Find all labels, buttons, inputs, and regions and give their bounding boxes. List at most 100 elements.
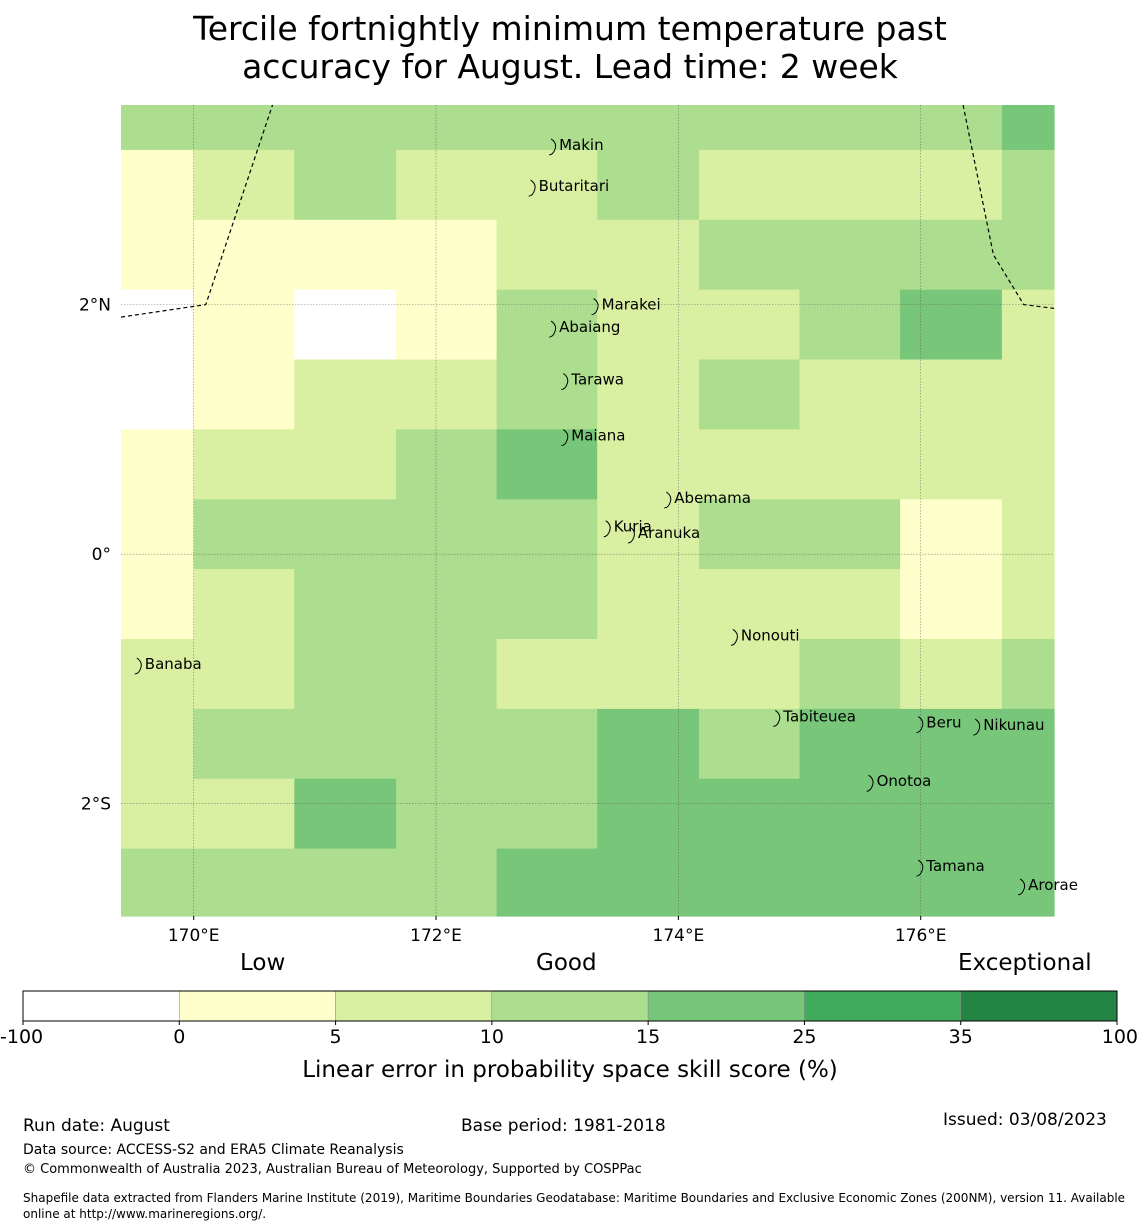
island-label: Butaritari (539, 177, 610, 195)
island-outline (730, 628, 738, 646)
grid-cell (597, 429, 700, 500)
island-outline (1018, 878, 1026, 896)
lon-tick-label: 176°E (895, 926, 947, 946)
grid-cell (396, 499, 498, 570)
grid-cell (597, 639, 700, 710)
grid-cell (900, 359, 1003, 430)
grid-cell (799, 708, 901, 780)
grid-cell (294, 429, 397, 500)
island-outline (866, 774, 874, 792)
grid-cell (900, 289, 1003, 361)
island-label: Abemama (674, 489, 751, 507)
colorbar-bin (22, 990, 180, 1022)
grid-cell (597, 219, 700, 291)
island-label: Arorae (1028, 876, 1078, 894)
grid-cell (496, 149, 598, 221)
grid-cell (193, 778, 295, 850)
grid-cell (193, 289, 295, 361)
grid-cell (496, 429, 598, 500)
grid-cell (597, 149, 700, 221)
grid-cell (900, 848, 1003, 917)
grid-cell (799, 219, 901, 291)
base-period: Base period: 1981-2018 (461, 1116, 666, 1136)
island-outline (591, 298, 599, 316)
grid-cell (799, 359, 901, 430)
island-outline (916, 859, 924, 877)
grid-cell (121, 778, 195, 850)
grid-cell (121, 499, 195, 570)
grid-cell (496, 848, 598, 917)
island-label: Abaiang (559, 318, 620, 336)
grid-cell (193, 429, 295, 500)
grid-cell (799, 429, 901, 500)
grid-cell (900, 639, 1003, 710)
lon-tick-label: 170°E (168, 926, 220, 946)
grid-cell (496, 219, 598, 291)
grid-cell (396, 105, 498, 151)
island-outline (561, 373, 569, 390)
grid-cell (1001, 289, 1055, 361)
colorbar-tick-label: 15 (636, 1026, 660, 1048)
grid-cell (900, 708, 1003, 780)
lon-tick-label: 174°E (653, 926, 705, 946)
grid-cell (193, 569, 295, 640)
grid-cell (597, 499, 700, 570)
colorbar-bin (647, 990, 805, 1022)
grid-cell (699, 105, 801, 151)
grid-cell (193, 105, 295, 151)
island-outline (773, 709, 781, 727)
grid-cell (1001, 105, 1055, 151)
grid-cell (799, 569, 901, 640)
grid-cell (1001, 639, 1055, 710)
grid-cell (597, 569, 700, 640)
copyright: © Commonwealth of Australia 2023, Austra… (23, 1162, 642, 1177)
grid-cell (699, 639, 801, 710)
island-label: Tabiteuea (782, 707, 856, 725)
colorbar-bin (804, 990, 961, 1022)
island-label: Makin (559, 136, 604, 154)
island-outline (528, 179, 536, 197)
grid-cell (597, 359, 700, 430)
island-label: Aranuka (638, 524, 700, 542)
grid-cell (1001, 499, 1055, 570)
grid-cell (900, 429, 1003, 500)
island-outline (664, 491, 672, 509)
grid-cell (799, 289, 901, 361)
grid-cell (294, 219, 397, 291)
grid-cell (699, 708, 801, 780)
grid-cell (496, 569, 598, 640)
grid-cell (699, 848, 801, 917)
grid-cell (799, 848, 901, 917)
grid-cell (294, 569, 397, 640)
island-label: Kuria (614, 518, 652, 536)
category-exceptional: Exceptional (958, 950, 1092, 976)
grid-cell (193, 219, 295, 291)
island-label: Nikunau (983, 716, 1044, 734)
eez-boundary-line (962, 104, 1055, 309)
grid-cell (597, 105, 700, 151)
grid-cell (1001, 149, 1055, 221)
grid-cell (496, 105, 598, 151)
island-label: Tamana (925, 857, 984, 875)
graticule (121, 105, 1054, 916)
grid-cell (1001, 429, 1055, 500)
grid-cell (799, 778, 901, 850)
island-label: Banaba (145, 655, 202, 673)
grid-cell (1001, 219, 1055, 291)
island-label: Maiana (571, 427, 625, 445)
grid-cell (799, 105, 901, 151)
grid-cell (121, 569, 195, 640)
grid-cell (396, 149, 498, 221)
eez-boundaries (120, 104, 1055, 318)
grid-cell (121, 359, 195, 430)
grid-cell (396, 359, 498, 430)
island-outline (134, 657, 142, 675)
grid-cell (799, 499, 901, 570)
grid-cell (1001, 359, 1055, 430)
grid-cell (294, 359, 397, 430)
map-title-line-2: accuracy for August. Lead time: 2 week (242, 47, 898, 86)
grid-cell (193, 499, 295, 570)
colorbar-axis-label: Linear error in probability space skill … (302, 1057, 838, 1083)
grid-cell (699, 219, 801, 291)
grid-cell (121, 289, 195, 361)
